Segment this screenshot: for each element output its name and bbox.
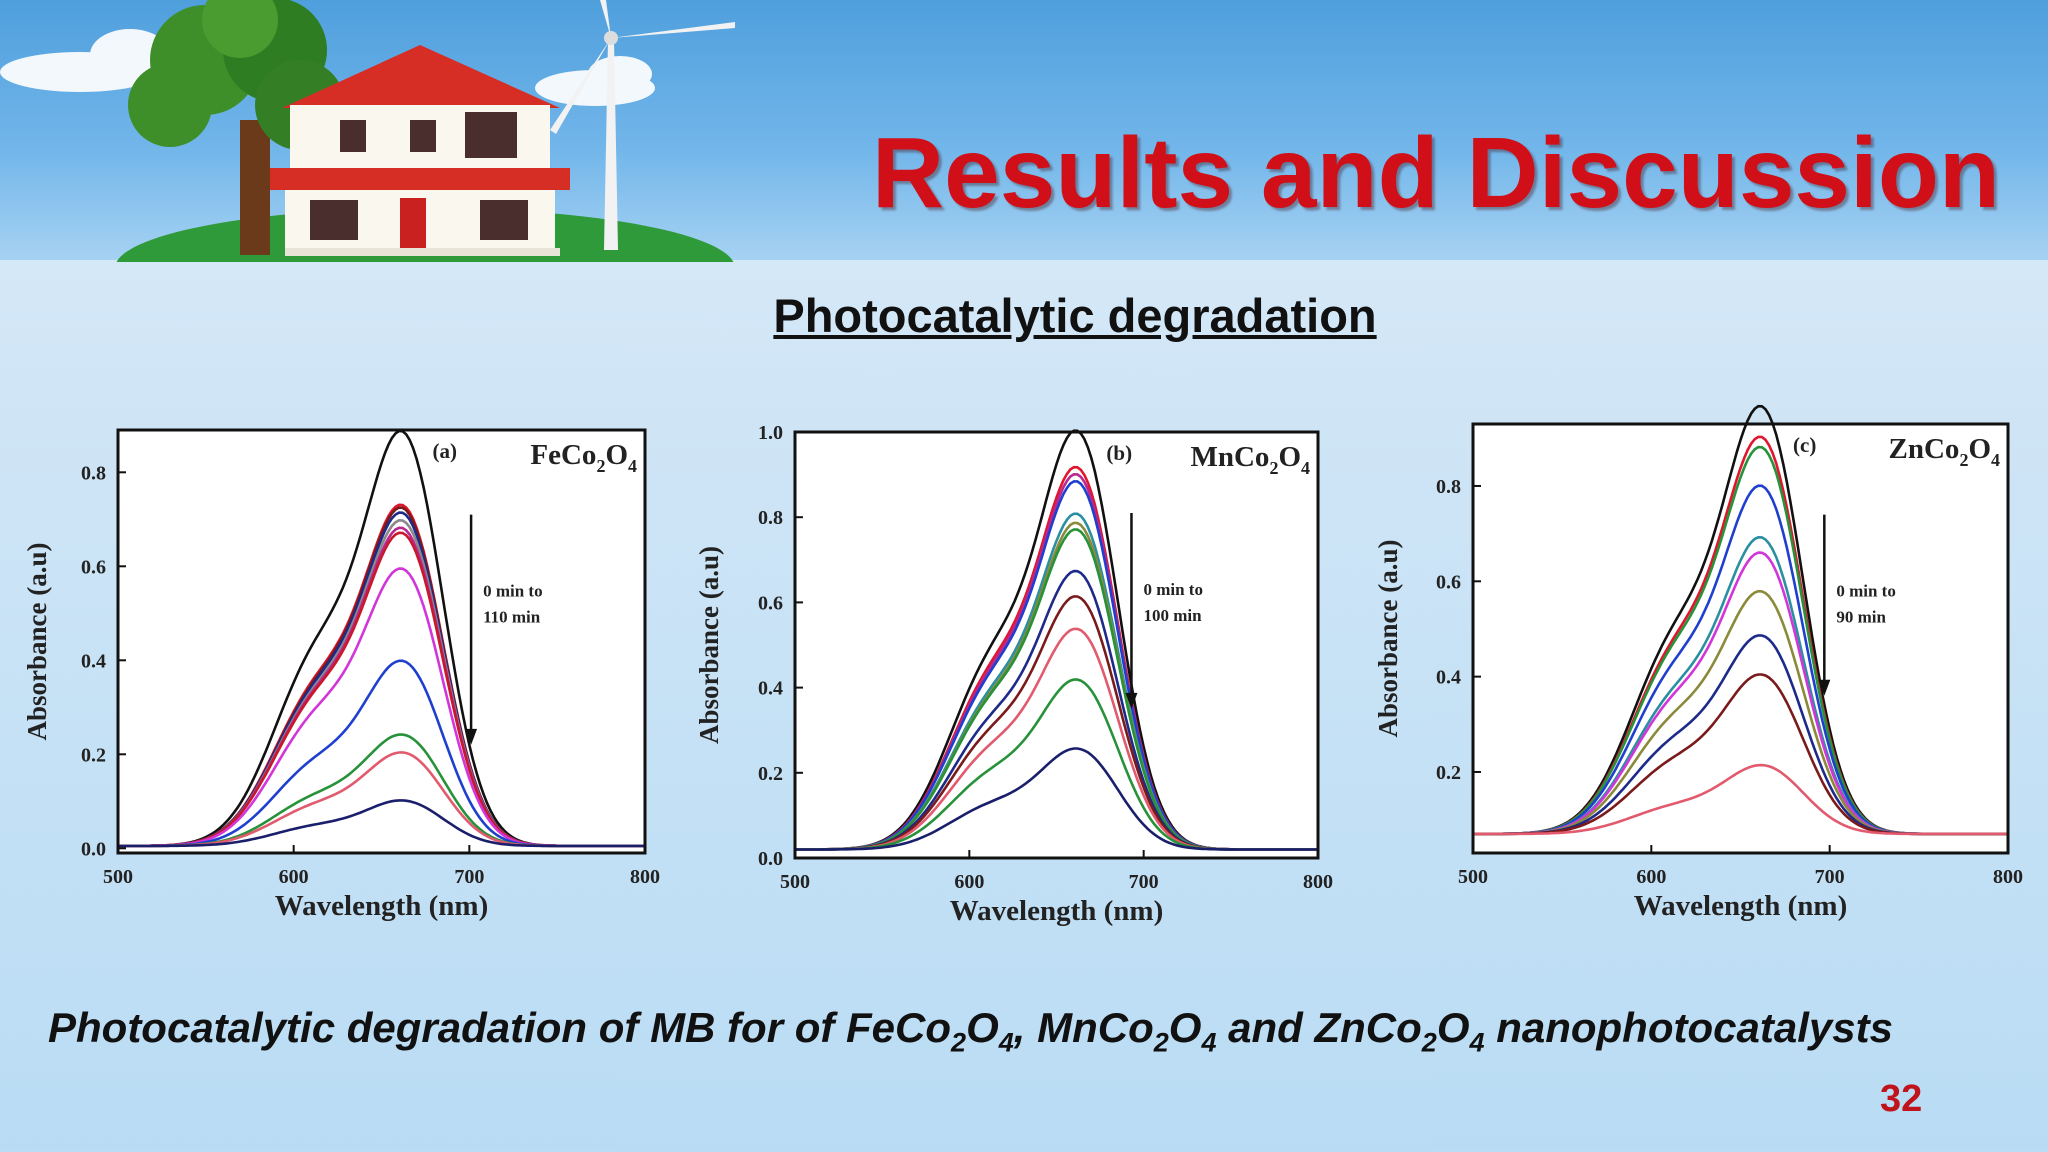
caption-sep: ,	[1013, 1004, 1038, 1051]
x-axis-label: Wavelength (nm)	[950, 895, 1163, 927]
material-subscript: 2	[1959, 450, 1968, 470]
x-tick-label: 500	[1458, 866, 1488, 888]
plot-frame	[793, 430, 1320, 860]
section-title: Photocatalytic degradation	[773, 289, 1377, 342]
x-axis-label: Wavelength (nm)	[1634, 890, 1847, 922]
material-subscript: 4	[1991, 450, 2000, 470]
caption-o: O	[1168, 1004, 1202, 1051]
house-icon	[270, 45, 570, 256]
y-tick-label: 0.4	[81, 650, 106, 672]
x-tick-label: 500	[103, 866, 133, 888]
y-tick-label: 0.2	[1436, 762, 1461, 784]
material-subscript: 2	[596, 456, 605, 476]
y-tick-label: 0.0	[758, 848, 783, 870]
material-text: O	[1278, 441, 1301, 473]
y-tick-label: 0.6	[1436, 571, 1461, 593]
plot-frame	[116, 428, 647, 855]
x-tick-label: 700	[454, 866, 484, 888]
y-tick-label: 0.4	[758, 678, 783, 700]
material-label: FeCo2O4	[530, 439, 637, 476]
material-text: MnCo	[1190, 441, 1269, 473]
material-text: ZnCo	[1889, 433, 1960, 465]
y-tick-label: 0.6	[758, 592, 783, 614]
caption-sub: 4	[1201, 1027, 1217, 1058]
panel-label: (c)	[1793, 433, 1816, 457]
figure-caption: Photocatalytic degradation of MB for of …	[48, 1004, 1893, 1058]
x-tick-label: 600	[1636, 866, 1666, 888]
wind-turbine-icon	[550, 0, 735, 250]
page-number: 32	[1880, 1078, 1923, 1120]
caption-fe: FeCo	[846, 1004, 952, 1051]
material-label: ZnCo2O4	[1889, 433, 2000, 470]
header-banner: Results and Discussion	[0, 0, 2048, 262]
decay-arrow-head	[465, 728, 478, 745]
x-axis-label: Wavelength (nm)	[275, 890, 488, 922]
y-axis-label: Absorbance (a.u)	[1373, 539, 1403, 737]
caption-prefix: Photocatalytic degradation of MB for of	[48, 1004, 847, 1051]
x-tick-label: 800	[630, 866, 660, 888]
spectrum-line-10	[1473, 763, 2008, 836]
x-tick-label: 700	[1815, 866, 1845, 888]
caption-o: O	[1436, 1004, 1470, 1051]
time-annotation: 100 min	[1143, 606, 1202, 625]
material-label: MnCo2O4	[1190, 441, 1310, 478]
spectrum-line-12	[795, 747, 1318, 851]
y-tick-label: 0.2	[81, 744, 106, 766]
y-tick-label: 0.2	[758, 763, 783, 785]
y-tick-label: 1.0	[758, 422, 783, 444]
caption-suffix: nanophotocatalysts	[1484, 1004, 1893, 1051]
cloud-icon	[0, 29, 655, 106]
material-text: O	[605, 439, 628, 471]
decay-arrow-head	[1125, 692, 1138, 709]
y-tick-label: 0.0	[81, 838, 106, 860]
x-tick-label: 500	[780, 871, 810, 893]
spectrum-line-12	[118, 799, 645, 848]
x-tick-label: 600	[279, 866, 309, 888]
plot-area	[1473, 424, 2008, 853]
plot-frame	[1471, 422, 2010, 855]
caption-sub: 2	[951, 1027, 967, 1058]
panel-label: (b)	[1106, 441, 1132, 465]
y-tick-label: 0.8	[758, 507, 783, 529]
tree-icon	[128, 0, 345, 255]
caption-sub: 4	[998, 1027, 1014, 1058]
caption-sub: 4	[1469, 1027, 1485, 1058]
material-subscript: 4	[1301, 458, 1310, 478]
banner-illustration	[0, 0, 735, 262]
caption-mn: MnCo	[1037, 1004, 1154, 1051]
material-text: O	[1968, 433, 1991, 465]
y-tick-label: 0.8	[81, 462, 106, 484]
caption-o: O	[966, 1004, 999, 1051]
caption-sub: 2	[1421, 1027, 1437, 1058]
y-axis-label: Absorbance (a.u)	[22, 542, 52, 740]
time-annotation: 0 min to	[1836, 582, 1896, 601]
x-tick-label: 700	[1129, 871, 1159, 893]
y-axis-label: Absorbance (a.u)	[694, 546, 724, 744]
caption-zn: ZnCo	[1314, 1004, 1422, 1051]
time-annotation: 0 min to	[483, 582, 542, 601]
x-tick-label: 800	[1993, 866, 2023, 888]
time-annotation: 90 min	[1836, 608, 1886, 627]
panel-label: (a)	[432, 439, 457, 463]
material-subscript: 4	[628, 456, 637, 476]
time-annotation: 110 min	[483, 608, 541, 627]
time-annotation: 0 min to	[1143, 580, 1203, 599]
material-text: FeCo	[530, 439, 596, 471]
caption-sep: and	[1216, 1004, 1315, 1051]
y-tick-label: 0.8	[1436, 476, 1461, 498]
material-subscript: 2	[1269, 458, 1278, 478]
plot-area	[118, 430, 645, 853]
x-tick-label: 600	[954, 871, 984, 893]
slide-title: Results and Discussion	[871, 117, 2000, 229]
y-tick-label: 0.4	[1436, 667, 1461, 689]
decay-arrow-head	[1818, 679, 1831, 696]
caption-sub: 2	[1153, 1027, 1169, 1058]
y-tick-label: 0.6	[81, 556, 106, 578]
x-tick-label: 800	[1303, 871, 1333, 893]
